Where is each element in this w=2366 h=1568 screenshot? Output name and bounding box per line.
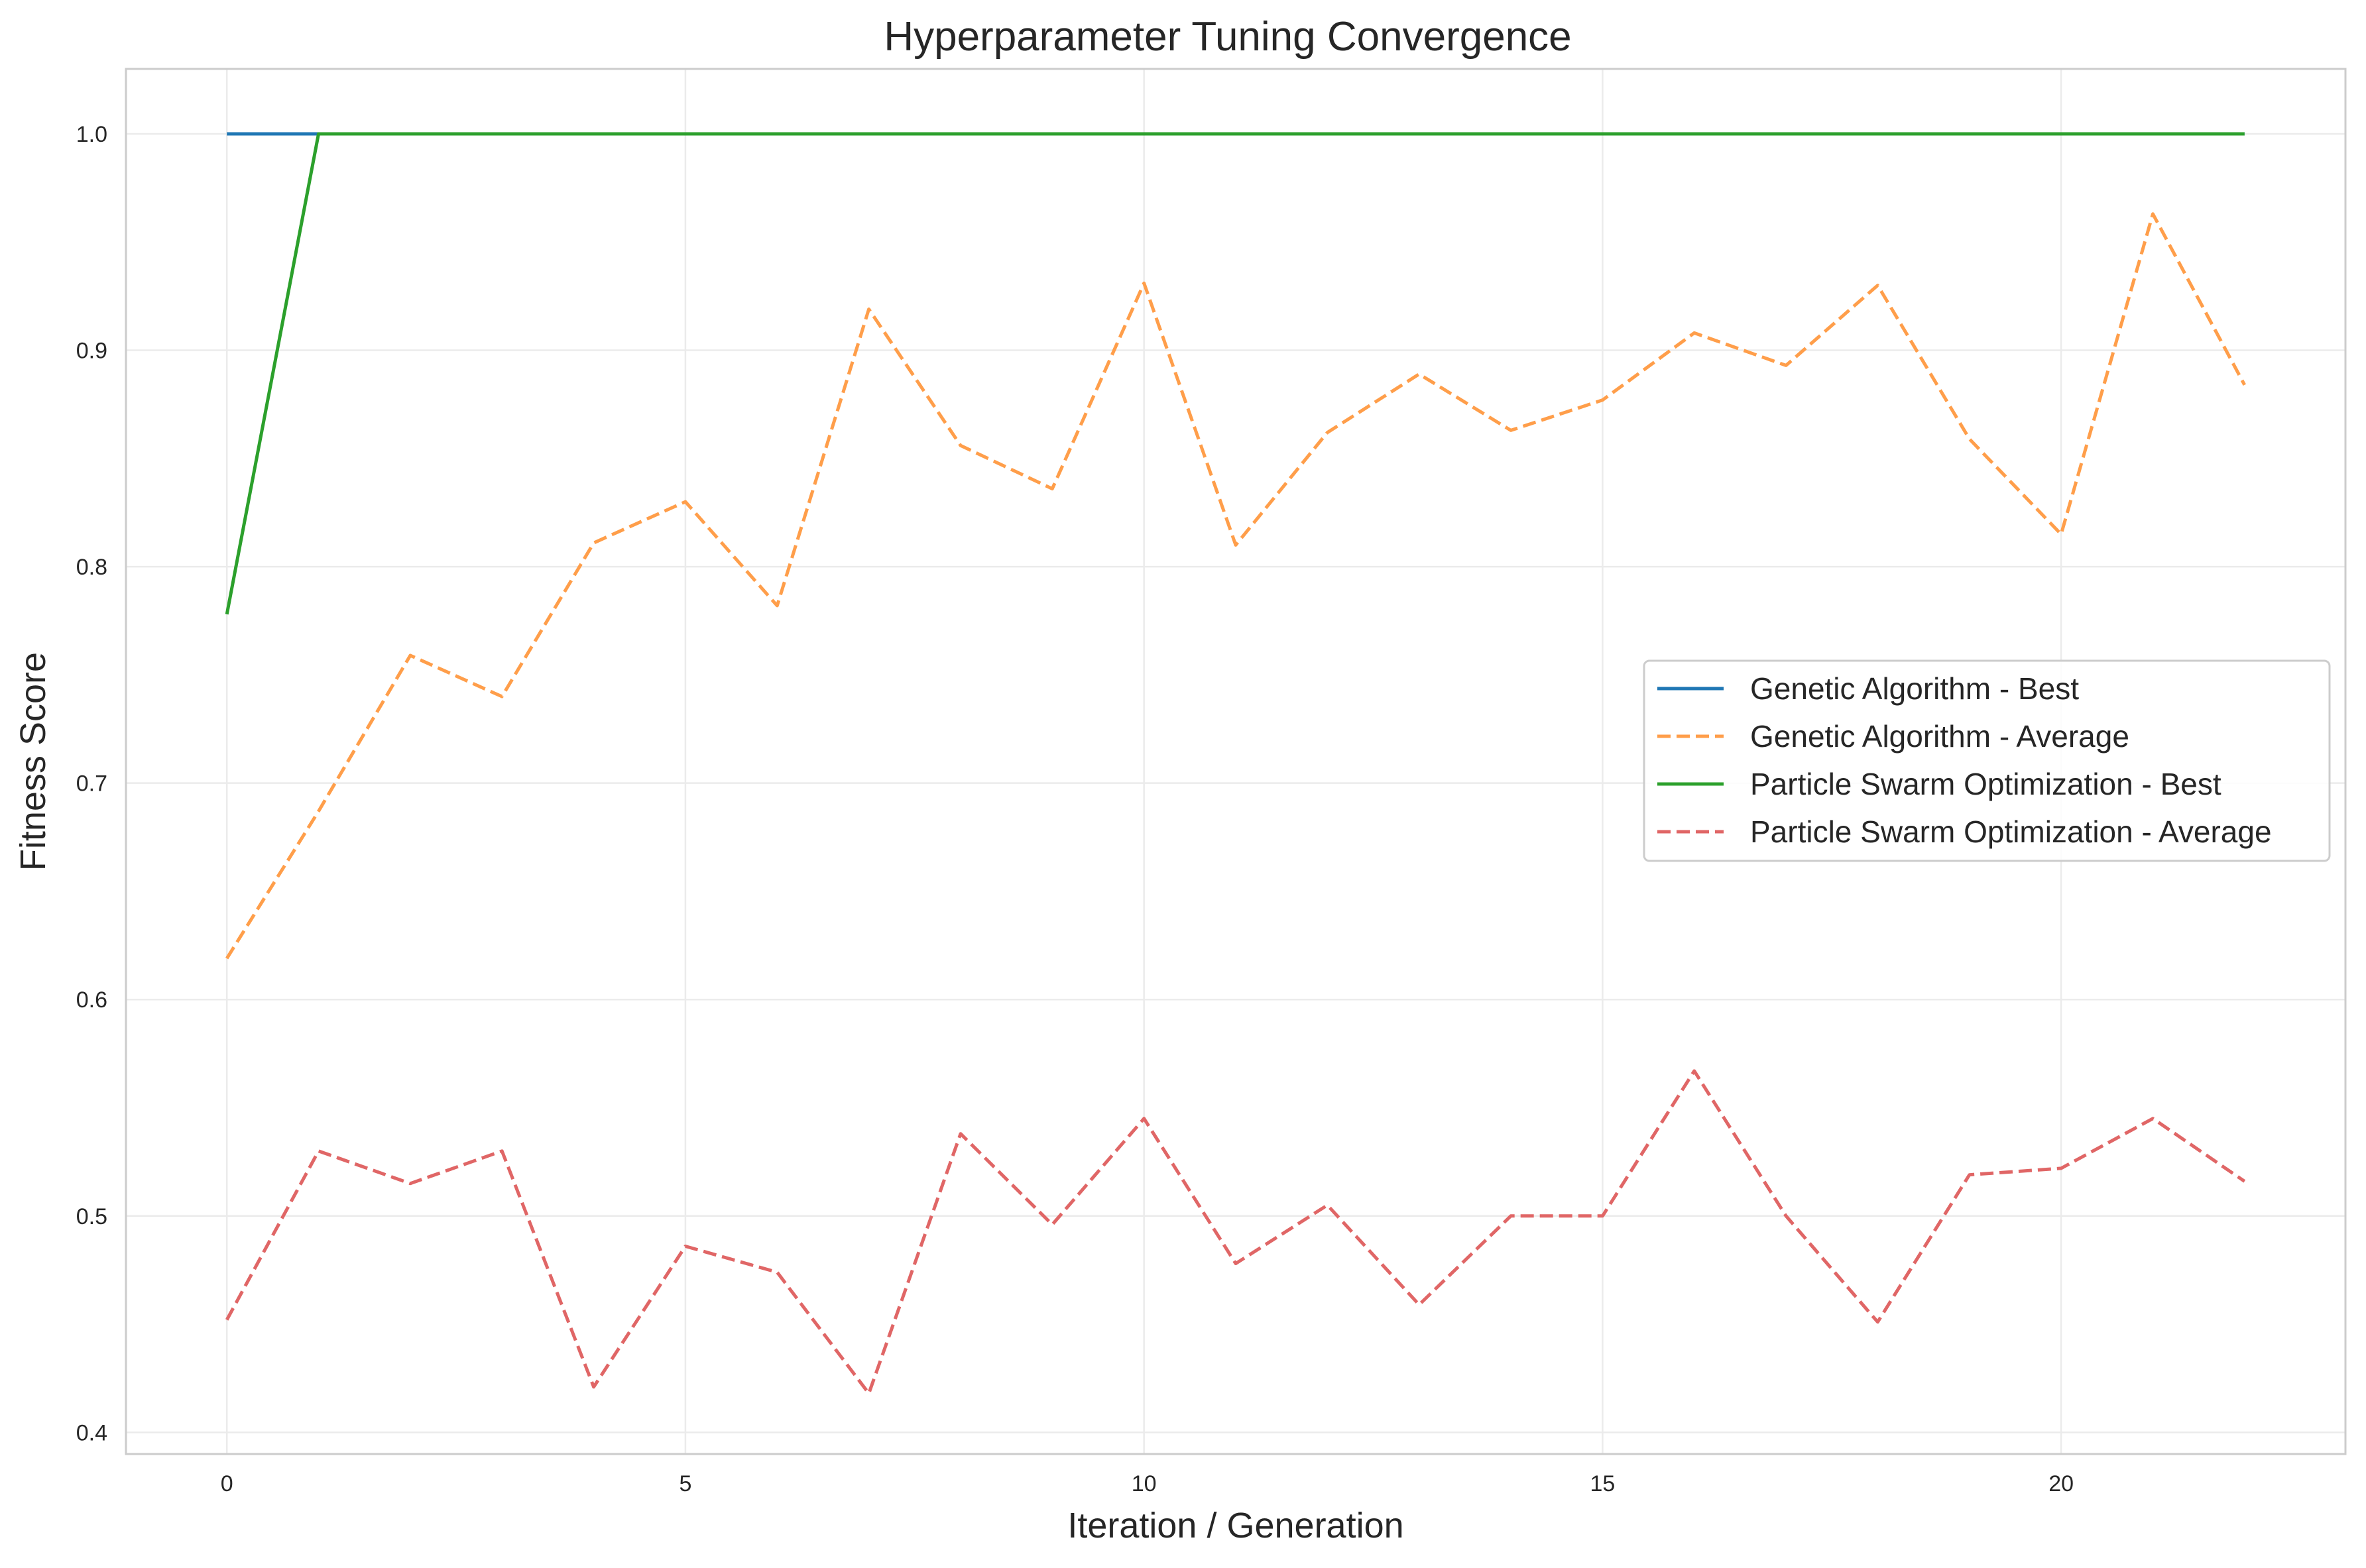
chart-title: Hyperparameter Tuning Convergence — [884, 14, 1571, 60]
x-tick-label: 10 — [1132, 1471, 1157, 1496]
y-tick-label: 0.4 — [76, 1420, 107, 1445]
y-tick-label: 0.8 — [76, 555, 107, 580]
y-tick-label: 0.6 — [76, 987, 107, 1013]
series-line-particle-swarm-optimization-best — [225, 132, 2245, 615]
series-line-particle-swarm-optimization-average — [225, 1069, 2246, 1396]
x-tick-label: 0 — [221, 1471, 233, 1496]
y-tick-label: 1.0 — [76, 122, 107, 147]
y-axis-title: Fitness Score — [13, 652, 53, 871]
series-line-genetic-algorithm-average — [225, 212, 2247, 960]
x-axis-title: Iteration / Generation — [1067, 1506, 1403, 1545]
gridlines — [126, 69, 2345, 1454]
y-tick-label: 0.5 — [76, 1204, 107, 1229]
legend: Genetic Algorithm - Best Genetic Algorith… — [1643, 659, 2331, 862]
legend-label: Genetic Algorithm - Average — [1750, 719, 2129, 754]
plot-area-frame — [125, 68, 2347, 1455]
x-tick-label: 15 — [1590, 1471, 1615, 1496]
series-lines — [225, 132, 2247, 1396]
legend-label: Genetic Algorithm - Best — [1750, 671, 2079, 706]
y-tick-label: 0.7 — [76, 771, 107, 797]
legend-label: Particle Swarm Optimization - Best — [1750, 767, 2221, 801]
legend-box — [1643, 659, 2331, 862]
x-tick-label: 5 — [679, 1471, 691, 1496]
legend-label: Particle Swarm Optimization - Average — [1750, 814, 2272, 849]
y-tick-label: 0.9 — [76, 339, 107, 364]
axis-tick-labels: 0 5 10 15 20 0.4 0.5 0.6 0.7 0.8 0.9 1.0 — [76, 122, 2074, 1496]
x-tick-label: 20 — [2048, 1471, 2074, 1496]
